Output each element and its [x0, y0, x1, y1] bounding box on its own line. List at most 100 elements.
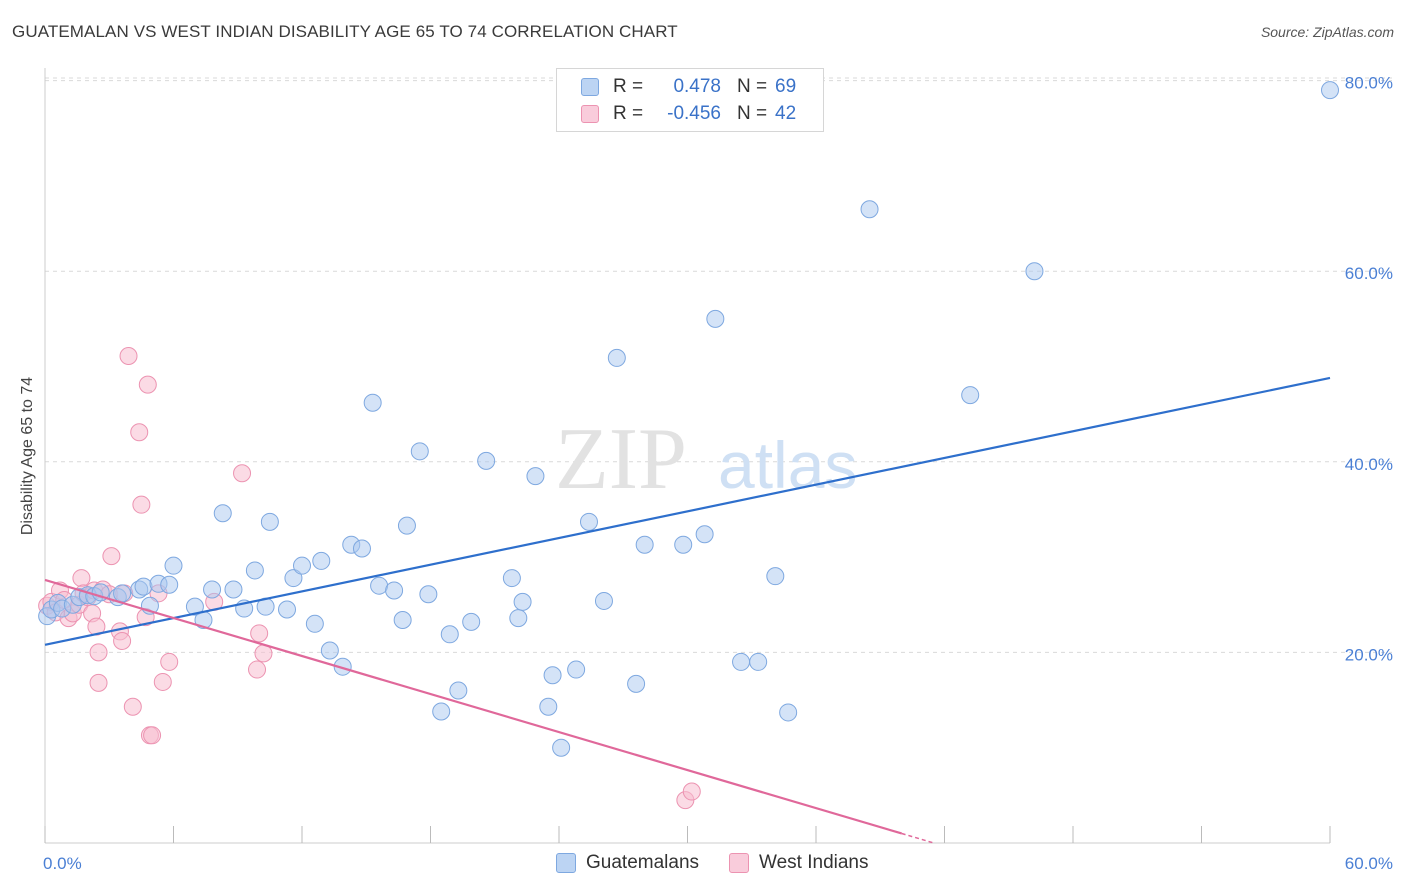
west-indian-point — [153, 672, 172, 691]
guatemalan-point — [312, 551, 331, 570]
y-tick-label: 80.0% — [1345, 74, 1393, 93]
guatemalan-point — [134, 577, 153, 596]
west-indian-point — [160, 652, 179, 671]
guatemalan-point — [245, 561, 264, 580]
guatemalan-point — [393, 610, 412, 629]
west-indian-point — [248, 660, 267, 679]
guatemalan-point — [333, 657, 352, 676]
guatemalan-point — [1025, 262, 1044, 281]
guatemalan-point — [419, 585, 438, 604]
guatemalan-point — [1321, 81, 1339, 100]
guatemalan-point — [370, 576, 389, 595]
guatemalan-point — [284, 569, 303, 588]
guatemalan-point — [260, 512, 279, 531]
guatemalan-point — [627, 674, 646, 693]
guatemalan-point — [410, 442, 429, 461]
guatemalan-point — [526, 467, 545, 486]
guatemalan-point — [502, 569, 521, 588]
guatemalan-point — [635, 535, 654, 554]
watermark: ZIP atlas — [555, 411, 857, 508]
west-indian-point — [89, 643, 108, 662]
guatemalan-point — [543, 666, 562, 685]
west-indian-point — [130, 423, 149, 442]
source-label: Source: ZipAtlas.com — [1260, 24, 1394, 40]
guatemalan-point — [513, 592, 532, 611]
legend-n-label: N = — [737, 76, 768, 97]
west-indian-point — [138, 375, 157, 394]
trend-line-west-indians — [44, 578, 902, 835]
chart-title: GUATEMALAN VS WEST INDIAN DISABILITY AGE… — [12, 22, 678, 41]
legend-label-west-indians: West Indians — [759, 852, 869, 873]
west-indian-point — [72, 569, 91, 588]
legend-item-west-indians[interactable]: West Indians — [729, 852, 869, 874]
axes — [44, 68, 1331, 844]
guatemalan-point — [961, 386, 980, 405]
legend-item-guatemalans[interactable]: Guatemalans — [556, 852, 699, 874]
guatemalan-point — [567, 660, 586, 679]
y-tick-label: 40.0% — [1345, 455, 1393, 474]
west-indian-point — [132, 495, 151, 514]
guatemalan-point — [363, 393, 382, 412]
west-indian-point — [250, 624, 269, 643]
legend-swatch-guatemalans — [556, 853, 576, 873]
guatemalan-point — [352, 539, 371, 558]
guatemalan-point — [320, 641, 339, 660]
trend-line-guatemalans — [44, 376, 1331, 646]
guatemalan-point — [293, 556, 311, 575]
guatemalan-point — [305, 614, 324, 633]
legend-r-value: 0.478 — [673, 76, 721, 97]
guatemalan-point — [432, 702, 451, 721]
x-tick-label: 0.0% — [43, 854, 82, 873]
tick-labels: 20.0% 40.0% 60.0% 80.0% 0.0% 60.0% — [43, 74, 1393, 873]
west-indian-point — [89, 673, 108, 692]
guatemalan-point — [749, 652, 768, 671]
series-legend: Guatemalans West Indians — [556, 852, 899, 874]
guatemalan-point — [477, 451, 496, 470]
legend-r-value: -0.456 — [667, 103, 721, 124]
guatemalan-point — [509, 609, 528, 628]
legend-r-label: R = — [613, 103, 644, 124]
guatemalan-point — [164, 556, 183, 575]
trend-lines — [44, 376, 1331, 844]
west-indian-point — [143, 726, 162, 745]
y-tick-label: 60.0% — [1345, 264, 1393, 283]
series-guatemalans — [38, 81, 1339, 757]
watermark-zip: ZIP — [555, 411, 687, 508]
guatemalan-point — [224, 580, 243, 599]
guatemalan-point — [594, 591, 613, 610]
guatemalan-point — [160, 575, 179, 594]
legend-swatch-west-indians — [581, 105, 599, 123]
guatemalan-point — [278, 600, 297, 619]
x-tick-label: 60.0% — [1345, 854, 1393, 873]
west-indian-point — [113, 631, 132, 650]
west-indian-point — [119, 347, 138, 366]
guatemalan-point — [607, 348, 626, 367]
guatemalan-point — [779, 703, 798, 722]
west-indian-point — [233, 464, 252, 483]
guatemalan-point — [385, 581, 404, 600]
guatemalan-point — [706, 309, 725, 328]
guatemalan-point — [397, 516, 416, 535]
guatemalan-point — [539, 697, 558, 716]
guatemalan-point — [695, 525, 714, 544]
guatemalan-point — [860, 200, 879, 219]
legend-row-guatemalans: R = 0.478 N = 69 — [581, 75, 796, 99]
guatemalan-point — [185, 597, 204, 616]
guatemalan-point — [674, 535, 693, 554]
guatemalan-point — [440, 625, 459, 644]
west-indian-point — [682, 782, 701, 801]
guatemalan-point — [462, 612, 481, 631]
y-tick-label: 20.0% — [1345, 645, 1393, 664]
legend-n-value: 69 — [775, 76, 797, 97]
guatemalan-point — [732, 652, 751, 671]
legend-swatch-guatemalans — [581, 78, 599, 96]
west-indian-point — [102, 547, 121, 566]
legend-swatch-west-indians — [729, 853, 750, 873]
guatemalan-point — [579, 512, 598, 531]
legend-label-guatemalans: Guatemalans — [586, 852, 700, 873]
guatemalan-point — [113, 584, 132, 603]
y-axis-label: Disability Age 65 to 74 — [19, 377, 36, 535]
guatemalan-point — [203, 580, 222, 599]
legend-n-label: N = — [737, 103, 768, 124]
